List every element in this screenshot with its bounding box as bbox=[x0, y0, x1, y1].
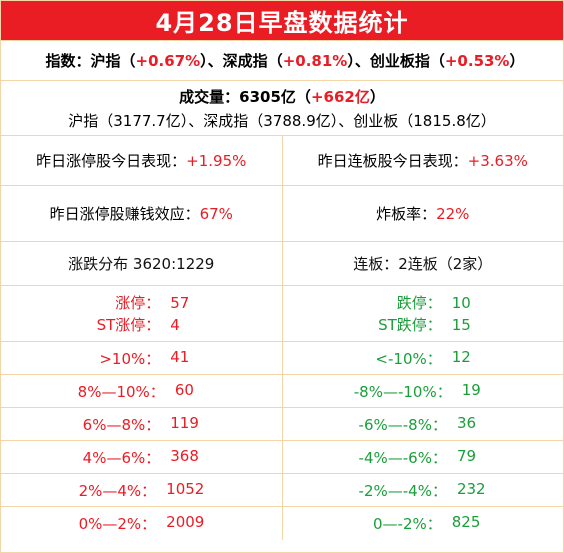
range-row: 0%—2%： 2009 0—-2%： 825 bbox=[1, 507, 563, 540]
volume-delta: +662亿 bbox=[310, 87, 370, 106]
range-down-item: -6%—-8%： 36 bbox=[358, 413, 477, 434]
range-down-item: -8%—-10%： 19 bbox=[353, 380, 481, 401]
limit-down-item: 跌停： 10 bbox=[396, 293, 471, 312]
sz-index-change: +0.81% bbox=[282, 51, 348, 70]
break-rate: 炸板率： 22% bbox=[281, 186, 564, 241]
range-up-item: 4%—6%： 368 bbox=[82, 446, 199, 467]
st-limit-up-item: ST涨停： 4 bbox=[96, 315, 180, 334]
limit-down-stack: 跌停： 10 ST跌停： 15 bbox=[364, 292, 482, 336]
range-row: 4%—6%： 368 -4%—-6%： 79 bbox=[1, 441, 563, 474]
range-up-item: 8%—10%： 60 bbox=[77, 380, 194, 401]
sz-index-name: 深成指 bbox=[222, 52, 268, 70]
break-rate-value: 22% bbox=[436, 204, 470, 223]
performance-row: 昨日涨停股今日表现： +1.95% 昨日连板股今日表现： +3.63% bbox=[1, 136, 563, 186]
range-down-item: 0—-2%： 825 bbox=[372, 513, 481, 533]
volume-total: 6305亿 bbox=[239, 87, 296, 106]
range-down-item: -2%—-4%： 232 bbox=[358, 479, 486, 500]
cy-index-name: 创业板指 bbox=[369, 52, 430, 70]
money-effect: 昨日涨停股赚钱效应： 67% bbox=[49, 204, 233, 224]
sh-index-name: 沪指 bbox=[90, 52, 121, 70]
range-up-item: 6%—8%： 119 bbox=[82, 413, 199, 434]
volume-cy: 创业板（1815.8亿） bbox=[353, 111, 496, 130]
volume-total-line: 成交量：6305亿（+662亿） bbox=[179, 87, 385, 106]
volume-row: 成交量：6305亿（+662亿） 沪指（3177.7亿）、深成指（3788.9亿… bbox=[1, 81, 563, 136]
page-title: 4月28日早盘数据统计 bbox=[1, 1, 563, 41]
volume-label: 成交量： bbox=[179, 87, 240, 106]
range-up-item: >10%： 41 bbox=[99, 347, 190, 368]
range-row: 2%—4%： 1052 -2%—-4%： 232 bbox=[1, 474, 563, 507]
range-down-item: <-10%： 12 bbox=[375, 347, 471, 368]
cy-index-change: +0.53% bbox=[444, 51, 510, 70]
sh-index-change: +0.67% bbox=[135, 51, 201, 70]
indices-row: 指数： 沪指 （ +0.67% ）、 深成指 （ +0.81% ）、 创业板指 … bbox=[1, 41, 563, 81]
money-effect-value: 67% bbox=[199, 204, 233, 223]
paren-close: ）、 bbox=[200, 52, 223, 70]
limit-up-performance-value: +1.95% bbox=[186, 151, 247, 170]
limit-up-item: 涨停： 57 bbox=[115, 293, 190, 312]
range-down-item: -4%—-6%： 79 bbox=[358, 446, 477, 467]
limit-up-stack: 涨停： 57 ST涨停： 4 bbox=[82, 292, 200, 336]
volume-sh: 沪指（3177.7亿） bbox=[68, 111, 189, 130]
effect-row: 昨日涨停股赚钱效应： 67% 炸板率： 22% bbox=[1, 186, 563, 242]
updown-distribution: 涨跌分布 3620:1229 bbox=[68, 255, 215, 273]
volume-breakdown-line: 沪指（3177.7亿）、深成指（3788.9亿）、创业板（1815.8亿） bbox=[68, 111, 496, 130]
limit-up-performance: 昨日涨停股今日表现： +1.95% bbox=[36, 151, 247, 171]
range-row: 8%—10%： 60 -8%—-10%： 19 bbox=[1, 375, 563, 408]
indices-label: 指数： bbox=[45, 52, 91, 70]
st-limit-down-item: ST跌停： 15 bbox=[378, 315, 471, 334]
board-distribution: 连板：2连板（2家） bbox=[281, 242, 564, 285]
limits-row: 涨停： 57 ST涨停： 4 跌停： 10 ST跌停： 15 bbox=[1, 286, 563, 342]
volume-sz: 深成指（3788.9亿） bbox=[203, 111, 339, 130]
range-row: >10%： 41 <-10%： 12 bbox=[1, 342, 563, 375]
distribution-row: 涨跌分布 3620:1229 连板：2连板（2家） bbox=[1, 242, 563, 286]
paren-open: （ bbox=[120, 52, 136, 70]
consecutive-board-performance: 昨日连板股今日表现： +3.63% bbox=[281, 136, 564, 185]
range-row: 6%—8%： 119 -6%—-8%： 36 bbox=[1, 408, 563, 441]
range-up-item: 0%—2%： 2009 bbox=[78, 513, 205, 533]
range-up-item: 2%—4%： 1052 bbox=[78, 479, 205, 500]
consecutive-board-performance-value: +3.63% bbox=[467, 151, 528, 170]
